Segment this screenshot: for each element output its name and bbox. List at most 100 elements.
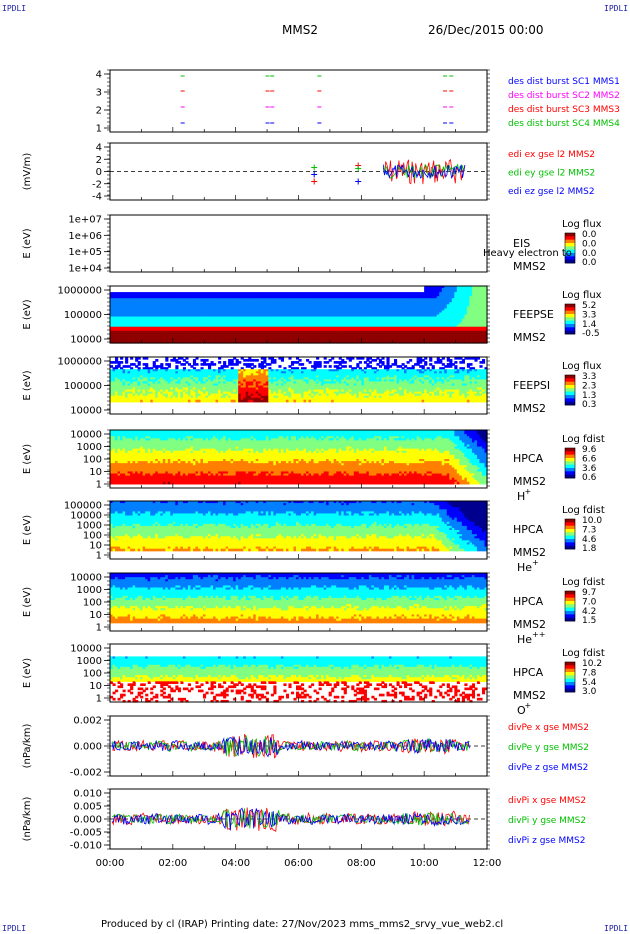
feepse-spectrogram-cell [200,314,204,318]
feepse-spectrogram-cell [160,300,164,303]
feepse-spectrogram-cell [298,294,302,297]
feepse-spectrogram-cell [336,310,340,314]
feepse-spectrogram-cell [353,318,357,322]
feepse-spectrogram-cell [122,336,126,340]
feepse-spectrogram-cell [338,330,342,334]
feepse-spectrogram-cell [165,338,169,342]
feepse-spectrogram-cell [127,316,131,320]
feepse-spectrogram-cell [192,326,197,330]
feepse-spectrogram-cell [225,296,229,299]
feepse-spectrogram-cell [218,326,222,330]
feepse-spectrogram-cell [253,292,257,295]
feepse-spectrogram-cell [220,336,224,340]
feepse-spectrogram-cell [233,338,237,342]
feepse-spectrogram-cell [341,328,345,332]
feepse-spectrogram-cell [130,326,134,330]
feepse-spectrogram-cell [308,338,312,342]
feepse-spectrogram-cell [323,340,327,344]
feepse-spectrogram-cell [263,312,267,316]
feepse-spectrogram-cell [278,334,282,338]
feepse-spectrogram-cell [265,316,269,320]
feepse-spectrogram-cell [130,318,134,322]
feepse-spectrogram-cell [130,300,134,303]
feepse-spectrogram-cell [152,320,156,324]
feepse-spectrogram-cell [170,334,174,338]
feepse-spectrogram-cell [258,308,262,312]
feepse-spectrogram-cell [125,304,129,307]
feepse-spectrogram-cell [150,334,154,338]
feepse-spectrogram-cell [110,314,114,318]
feepse-spectrogram-cell [245,300,249,303]
feepse-spectrogram-cell [213,336,217,340]
feepse-spectrogram-cell [290,336,295,340]
feepse-spectrogram-cell [258,318,262,322]
feepse-spectrogram-cell [210,292,214,295]
feepse-spectrogram-cell [255,314,259,318]
feepse-spectrogram-cell [280,326,285,330]
feepse-spectrogram-cell [213,318,217,322]
feepse-spectrogram-cell [220,328,224,332]
feepse-spectrogram-cell [301,336,305,340]
feepse-spectrogram-cell [283,328,287,332]
feepse-spectrogram-cell [162,330,166,334]
feepse-spectrogram-cell [233,306,237,309]
feepse-spectrogram-cell [248,334,252,338]
feepse-spectrogram-cell [328,308,332,312]
feepse-spectrogram-cell [316,300,320,303]
feepse-spectrogram-cell [255,324,259,328]
feepse-spectrogram-cell [140,320,144,324]
feepse-spectrogram-cell [240,316,244,320]
feepse-spectrogram-cell [213,302,217,305]
feepse-spectrogram-cell [177,336,181,340]
feepse-spectrogram-cell [152,302,156,305]
feepse-spectrogram-cell [313,320,317,324]
feepse-spectrogram-cell [326,336,330,340]
feepse-spectrogram-cell [135,314,139,318]
feepse-spectrogram-cell [137,294,141,297]
edi-sample-cross [311,178,318,185]
feepse-spectrogram-cell [260,304,264,307]
feepse-spectrogram-cell [341,298,345,301]
feepse-spectrogram-cell [172,308,176,312]
feepse-spectrogram-cell [112,320,116,324]
feepse-spectrogram-cell [331,340,335,344]
feepse-spectrogram-cell [210,320,214,324]
burst-legend-entry: des dist burst SC4 MMS4 [508,119,620,129]
feepse-spectrogram-cell [243,306,247,309]
feepse-spectrogram-cell [205,326,209,330]
feepse-spectrogram-cell [298,322,302,326]
feepse-spectrogram-cell [265,302,269,305]
feepse-spectrogram-cell [248,292,252,295]
feepse-spectrogram-cell [351,310,355,314]
feepse-spectrogram-cell [283,302,287,305]
feepse-spectrogram-cell [202,296,207,299]
feepse-spectrogram-cell [175,298,179,301]
feepse-spectrogram-cell [323,314,327,318]
feepse-spectrogram-cell [223,296,227,299]
feepse-spectrogram-cell [202,300,207,303]
feepse-spectrogram-cell [343,300,347,303]
feepse-spectrogram-cell [205,336,209,340]
feepse-spectrogram-cell [283,298,287,301]
feepse-spectrogram-cell [283,320,287,324]
feepse-spectrogram-cell [205,300,209,303]
feepse-spectrogram-cell [177,296,181,299]
feepse-spectrogram-cell [361,326,365,330]
feepse-spectrogram-cell [182,294,186,297]
feepse-spectrogram-cell [218,330,222,334]
feepse-spectrogram-cell [170,332,174,336]
feepse-spectrogram-cell [283,316,287,320]
feepse-spectrogram-cell [361,318,365,322]
feepse-spectrogram-cell [316,310,320,314]
feepse-spectrogram-cell [328,296,332,299]
feepse-spectrogram-cell [147,306,151,309]
feepse-spectrogram-cell [243,328,247,332]
feepse-spectrogram-cell [208,294,212,297]
feepse-spectrogram-cell [170,320,174,324]
feepse-spectrogram-cell [210,312,214,316]
feepse-spectrogram-cell [333,322,337,326]
feepse-spectrogram-cell [180,332,184,336]
feepse-spectrogram-cell [323,322,327,326]
feepse-spectrogram-cell [280,324,285,328]
feepse-spectrogram-cell [240,304,244,307]
